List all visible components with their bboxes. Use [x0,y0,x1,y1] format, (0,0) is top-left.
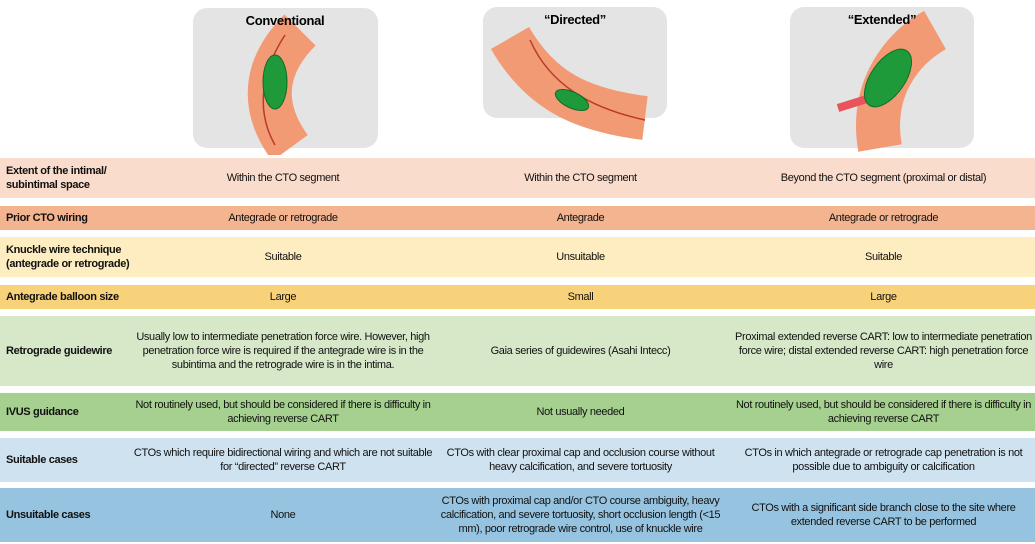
cell: Not usually needed [536,406,625,418]
cell: Antegrade or retrograde [828,212,939,224]
cell: Within the CTO segment [524,172,637,184]
cell: Gaia series of guidewires (Asahi Intecc) [490,345,671,357]
table-row: Prior CTO wiring Antegrade or retrograde A… [0,206,1035,230]
row-label: Suitable cases [6,454,78,466]
cell: CTOs in which antegrade or retrograde ca… [744,447,1023,473]
side-branch [836,94,872,112]
cell: Large [870,291,897,303]
cell: CTOs with clear proximal cap and occlusi… [446,447,715,473]
row-label: Retrograde guidewire [6,345,113,357]
row-label: Prior CTO wiring [6,212,88,224]
row-label: Knuckle wire technique (antegrade or ret… [6,244,130,270]
cell: Suitable [264,251,302,263]
cell: Not routinely used, but should be consid… [735,399,1032,425]
cell: Small [567,291,594,303]
row-label: Unsuitable cases [6,509,91,521]
table-row: Knuckle wire technique (antegrade or ret… [0,237,1035,277]
cell: Within the CTO segment [226,172,340,184]
balloon [864,48,912,108]
cell: Antegrade [556,212,605,224]
table-row: Suitable cases CTOs which require bidirec… [0,438,1035,482]
column-header: “Directed” [543,12,607,27]
row-label: IVUS guidance [6,406,79,418]
row-label: Extent of the intimal/ subintimal space [6,165,107,191]
cell: Suitable [865,251,902,263]
column-header: “Extended” [847,12,917,27]
cell: Unsuitable [556,251,605,263]
cell: None [270,509,296,521]
cell: CTOs with a significant side branch clos… [751,502,1016,528]
cell: Antegrade or retrograde [228,212,338,224]
cell: CTOs which require bidirectional wiring … [133,447,433,473]
illustrations [193,7,974,155]
table-row: Retrograde guidewire Usually low to inter… [0,316,1035,386]
cell: Large [269,291,297,303]
cell: Beyond the CTO segment (proximal or dist… [780,172,987,184]
column-header: Conventional [245,13,325,28]
cell: Not routinely used, but should be consid… [135,399,431,425]
cell: Usually low to intermediate penetration … [136,331,430,371]
row-label: Antegrade balloon size [6,291,119,303]
table-row: Extent of the intimal/ subintimal space W… [0,158,1035,198]
table-row: Antegrade balloon size Large Small Large [0,285,1035,309]
cell: Proximal extended reverse CART: low to i… [735,331,1032,371]
balloon [554,88,590,112]
balloon [262,54,288,110]
table-row: Unsuitable cases None CTOs with proximal c… [0,488,1035,542]
cell: CTOs with proximal cap and/or CTO course… [440,495,721,535]
table-row: IVUS guidance Not routinely used, but sho… [0,393,1035,431]
